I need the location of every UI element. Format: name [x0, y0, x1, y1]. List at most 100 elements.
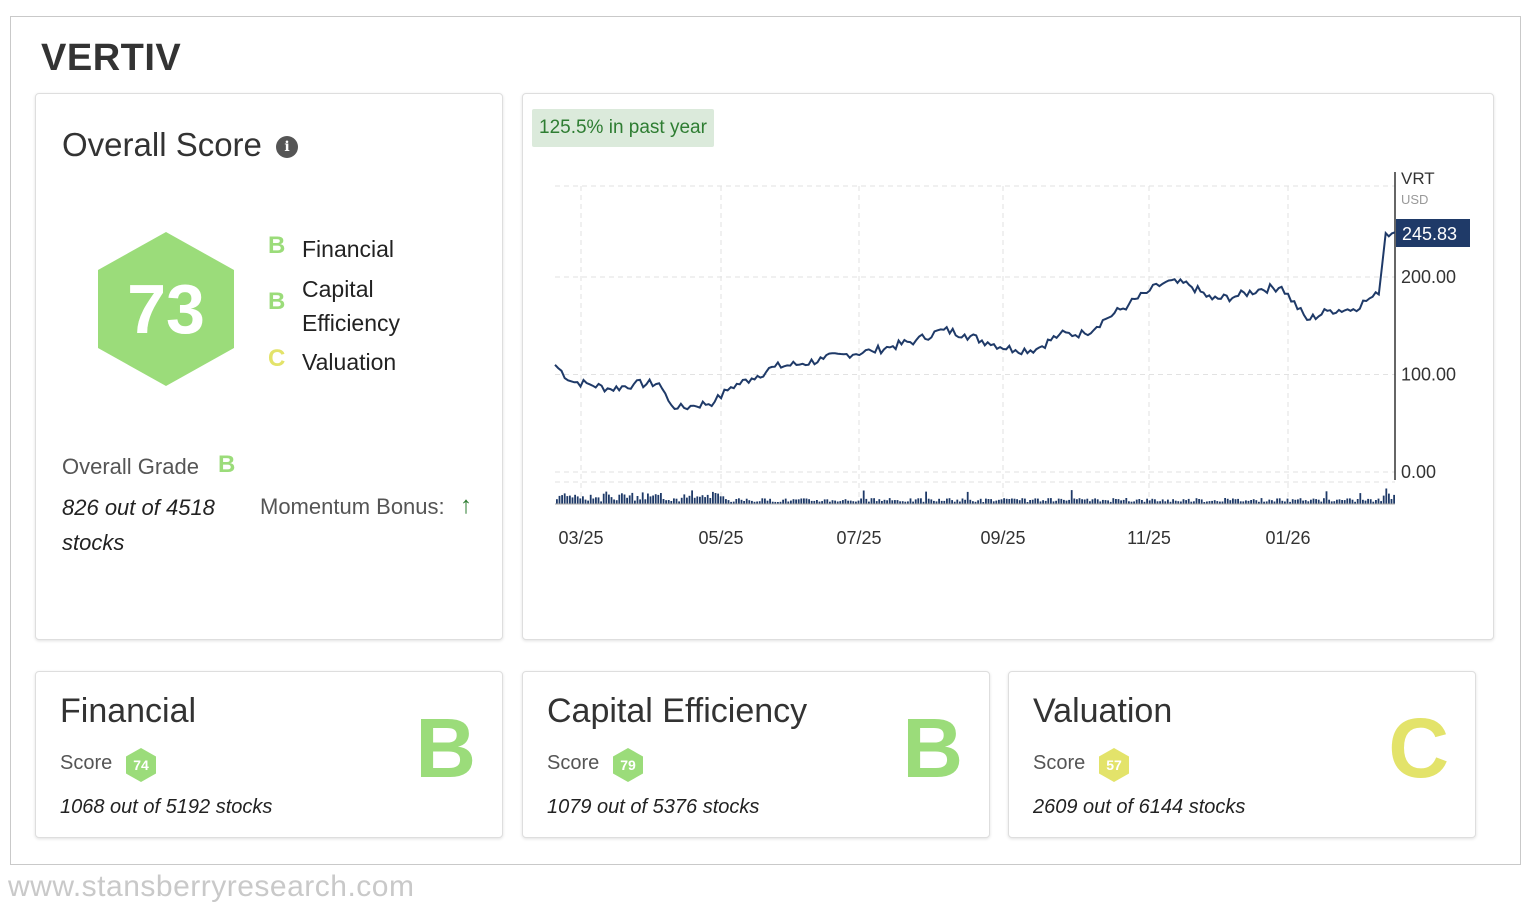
- volume-bar: [561, 495, 563, 504]
- volume-bar: [1008, 499, 1011, 504]
- volume-bar: [675, 498, 678, 504]
- volume-bar: [891, 500, 894, 504]
- y-tick-label: 200.00: [1401, 267, 1456, 287]
- volume-bar: [966, 491, 969, 504]
- volume-bar: [1000, 499, 1003, 504]
- volume-bar: [1024, 498, 1026, 504]
- volume-bar: [732, 501, 735, 504]
- volume-bar: [974, 501, 977, 504]
- x-tick-label: 01/26: [1265, 528, 1310, 548]
- volume-bar: [1388, 493, 1390, 504]
- volume-bar: [1367, 498, 1369, 504]
- volume-bar: [709, 498, 712, 504]
- volume-bar: [761, 498, 764, 504]
- volume-bar: [985, 498, 987, 504]
- grade-row-capital-efficiency: B Capital Efficiency: [268, 272, 422, 340]
- volume-bar: [1242, 501, 1245, 504]
- grade-row-valuation: C Valuation: [268, 345, 396, 379]
- volume-bar: [1174, 500, 1177, 504]
- volume-bar: [1057, 498, 1060, 504]
- volume-bar: [1252, 499, 1255, 504]
- volume-bar: [714, 493, 717, 504]
- price-chart[interactable]: 03/25 05/25 07/25 09/25 11/25 01/26 0.00 100.00…: [523, 94, 1493, 639]
- volume-bar: [917, 498, 920, 504]
- volume-bar: [881, 501, 883, 504]
- volume-bar: [1117, 499, 1120, 504]
- volume-bar: [922, 501, 925, 504]
- volume-bar: [1260, 498, 1263, 504]
- volume-bar: [1369, 499, 1372, 504]
- volume-bar: [1141, 500, 1143, 504]
- volume-bar: [1042, 500, 1044, 504]
- volume-bar: [959, 501, 961, 504]
- volume-bar: [1265, 501, 1268, 504]
- info-icon[interactable]: i: [276, 136, 298, 158]
- volume-bar: [1289, 501, 1291, 504]
- grade-letter: B: [268, 288, 286, 315]
- score-hexagon-icon: [1099, 748, 1129, 782]
- volume-bar: [1258, 501, 1260, 504]
- performance-badge: 125.5% in past year: [532, 109, 714, 147]
- momentum-bonus-label: Momentum Bonus:: [260, 494, 445, 519]
- volume-bar: [670, 501, 673, 504]
- volume-bar: [631, 492, 634, 504]
- volume-bar: [657, 494, 660, 504]
- volume-bar: [888, 498, 891, 504]
- volume-bar: [907, 501, 909, 504]
- volume-bar: [563, 493, 566, 504]
- volume-bar: [686, 497, 688, 504]
- volume-bar: [1068, 499, 1070, 504]
- volume-bar: [649, 496, 652, 504]
- volume-bar: [1034, 498, 1037, 504]
- volume-bar: [1375, 500, 1377, 504]
- volume-bar: [1312, 498, 1315, 504]
- volume-bar: [1195, 498, 1198, 504]
- volume-bar: [977, 500, 979, 504]
- volume-bar: [805, 498, 808, 504]
- volume-bar: [678, 501, 680, 504]
- volume-bar: [1206, 501, 1208, 504]
- volume-bar: [1120, 500, 1122, 504]
- volume-bar: [1060, 498, 1063, 504]
- volume-bar: [821, 501, 823, 504]
- volume-bar: [667, 500, 670, 504]
- volume-bar: [987, 499, 990, 504]
- volume-bar: [764, 498, 766, 504]
- card-grade: B: [415, 701, 476, 795]
- x-tick-label: 11/25: [1127, 528, 1171, 548]
- volume-bar: [683, 494, 686, 504]
- volume-bar: [1130, 501, 1133, 504]
- volume-bar: [725, 499, 727, 504]
- volume-bar: [912, 501, 914, 504]
- volume-bar: [587, 500, 589, 504]
- volume-bar: [803, 498, 805, 504]
- volume-bar: [691, 490, 693, 504]
- card-grade: C: [1388, 701, 1449, 795]
- volume-bar: [1226, 498, 1229, 504]
- card-title: Financial: [60, 692, 197, 730]
- volume-bar: [953, 501, 956, 504]
- volume-bar: [1037, 498, 1039, 504]
- volume-bar: [1273, 501, 1276, 504]
- volume-bar: [834, 500, 836, 504]
- volume-bar: [1086, 498, 1089, 504]
- score-label: Score: [547, 752, 600, 774]
- volume-bar: [1104, 500, 1107, 504]
- volume-bar: [1156, 501, 1159, 504]
- volume-bar: [1143, 501, 1146, 504]
- volume-bar: [652, 495, 654, 504]
- volume-bar: [636, 496, 639, 504]
- volume-bar: [1255, 500, 1258, 504]
- volume-bar: [738, 498, 740, 504]
- card-rank: 2609 out of 6144 stocks: [1033, 796, 1246, 818]
- volume-bar: [1245, 500, 1247, 504]
- volume-bar: [865, 498, 868, 504]
- score-label: Score: [1033, 752, 1086, 774]
- volume-bar: [1200, 499, 1203, 504]
- capital-efficiency-card: Capital Efficiency Score 79 1079 out of …: [522, 671, 990, 838]
- volume-bar: [680, 497, 683, 504]
- volume-bar: [595, 497, 597, 504]
- volume-bar: [1294, 499, 1297, 504]
- volume-bar: [1128, 501, 1130, 504]
- volume-bar: [1323, 498, 1325, 504]
